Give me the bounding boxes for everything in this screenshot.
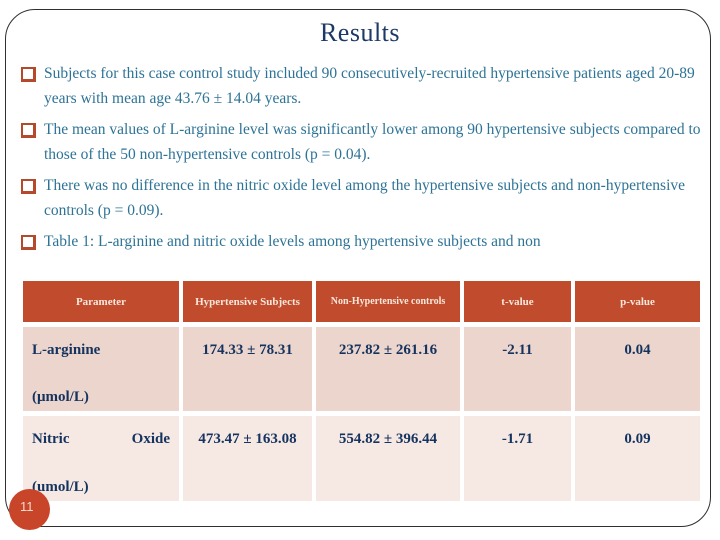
- table-header-parameter: Parameter: [23, 281, 179, 322]
- table-header-hypertensive-subjects: Hypertensive Subjects: [183, 281, 312, 322]
- table-cell-parameter: L-arginine (μmol/L): [23, 327, 179, 411]
- square-bullet-icon: [21, 179, 36, 194]
- bullet-text: The mean values of L-arginine level was …: [44, 121, 701, 163]
- table-cell-p-value: 0.04: [575, 327, 700, 411]
- table-cell-hypertensive-value: 473.47 ± 163.08: [183, 416, 312, 501]
- table-cell-non-hypertensive-value: 554.82 ± 396.44: [316, 416, 460, 501]
- bullet-list: Subjects for this case control study inc…: [20, 61, 710, 260]
- parameter-name: Nitric Oxide: [32, 431, 170, 447]
- parameter-unit: (umol/L): [32, 479, 89, 495]
- parameter-name: L-arginine: [32, 342, 101, 358]
- table-header-non-hypertensive-controls: Non-Hypertensive controls: [316, 281, 460, 322]
- table-cell-p-value: 0.09: [575, 416, 700, 501]
- table-cell-non-hypertensive-value: 237.82 ± 261.16: [316, 327, 460, 411]
- page-number: 11: [20, 499, 34, 514]
- bullet-text: There was no difference in the nitric ox…: [44, 177, 686, 219]
- list-item: The mean values of L-arginine level was …: [20, 117, 710, 167]
- page-number-badge: 11: [9, 489, 50, 530]
- table-cell-t-value: -2.11: [464, 327, 571, 411]
- parameter-unit: (μmol/L): [32, 389, 89, 405]
- table-cell-hypertensive-value: 174.33 ± 78.31: [183, 327, 312, 411]
- list-item: Subjects for this case control study inc…: [20, 61, 710, 111]
- bullet-text: Table 1: L-arginine and nitric oxide lev…: [44, 233, 541, 250]
- table-cell-parameter: Nitric Oxide (umol/L): [23, 416, 179, 501]
- slide-border-frame: [5, 9, 711, 527]
- square-bullet-icon: [21, 123, 36, 138]
- table-header-t-value: t-value: [464, 281, 571, 322]
- square-bullet-icon: [21, 67, 36, 82]
- square-bullet-icon: [21, 235, 36, 250]
- results-table: Parameter Hypertensive Subjects Non-Hype…: [23, 281, 700, 501]
- list-item: Table 1: L-arginine and nitric oxide lev…: [20, 229, 710, 254]
- table-cell-t-value: -1.71: [464, 416, 571, 501]
- page-title: Results: [319, 18, 401, 47]
- bullet-text: Subjects for this case control study inc…: [44, 65, 695, 107]
- table-header-p-value: p-value: [575, 281, 700, 322]
- list-item: There was no difference in the nitric ox…: [20, 173, 710, 223]
